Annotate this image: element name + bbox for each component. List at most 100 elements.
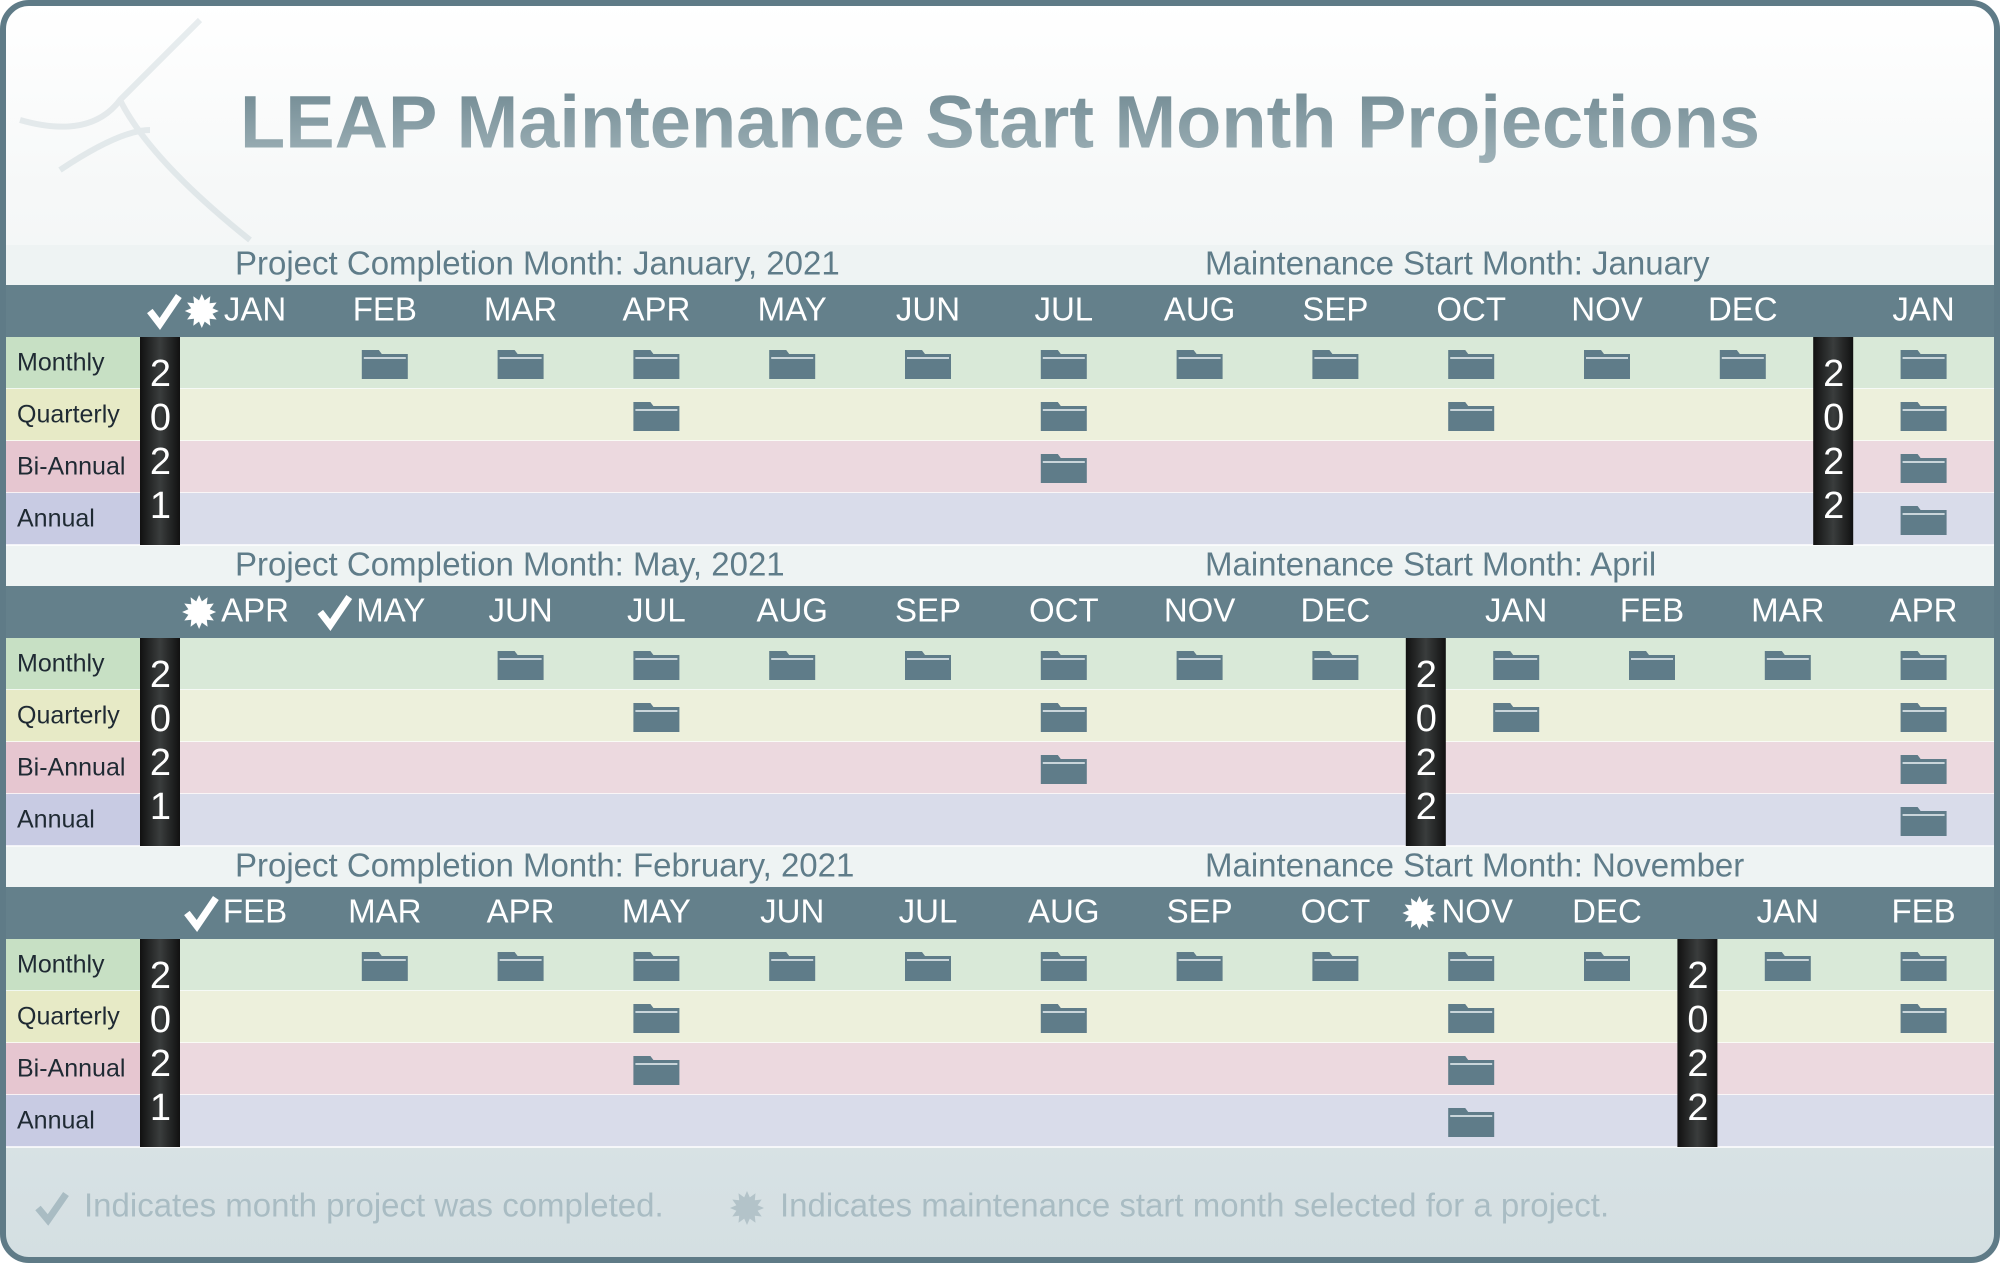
folder-icon: [1900, 807, 1947, 836]
folder-icon: [1040, 755, 1087, 784]
folder-icon: [497, 350, 544, 379]
folder-front: [1766, 658, 1809, 660]
folder-front: [1902, 762, 1945, 764]
month-label: DEC: [1708, 291, 1778, 328]
month-label: MAY: [622, 893, 691, 930]
row-label-cell: [6, 939, 140, 991]
month-label: JAN: [224, 291, 286, 328]
folder-front: [635, 959, 678, 961]
subheader-band: [6, 546, 1994, 586]
folder-icon: [1448, 1056, 1495, 1085]
row-band: [6, 638, 1994, 690]
folder-front: [1902, 710, 1945, 712]
folder-icon: [1629, 651, 1675, 680]
row-label: Annual: [17, 505, 95, 533]
maintenance-label: Maintenance Start Month: November: [1205, 847, 1744, 884]
folder-front: [1586, 357, 1628, 359]
check-icon: [184, 896, 219, 932]
month-label: FEB: [353, 291, 417, 328]
folder-icon: [1040, 402, 1087, 431]
folder-icon: [905, 651, 951, 680]
folder-icon: [633, 402, 680, 431]
folder-front: [907, 658, 949, 660]
folder-front: [907, 959, 949, 961]
folder-front: [1178, 357, 1221, 359]
folder-front: [1902, 814, 1945, 816]
year-label: 2022: [1405, 654, 1448, 830]
sun-icon: [730, 1191, 764, 1225]
folder-front: [1314, 357, 1357, 359]
folder-icon: [769, 952, 816, 981]
month-label: DEC: [1572, 893, 1642, 930]
month-header: [6, 887, 1994, 939]
month-label: NOV: [1571, 291, 1643, 328]
row-band: [6, 794, 1994, 846]
sun-icon: [1402, 896, 1437, 930]
folder-front: [1631, 658, 1673, 660]
month-header: [6, 285, 1994, 337]
sun-icon: [730, 1191, 764, 1225]
folder-front: [1902, 959, 1945, 961]
folder-icon: [1040, 952, 1087, 981]
month-label: JUL: [899, 893, 958, 930]
completion-label: Project Completion Month: February, 2021: [235, 847, 854, 884]
folder-front: [1450, 1063, 1493, 1065]
folder-icon: [1176, 350, 1223, 379]
folder-front: [1902, 658, 1945, 660]
maintenance-label: Maintenance Start Month: January: [1205, 245, 1710, 282]
maintenance-label: Maintenance Start Month: April: [1205, 546, 1656, 583]
folder-icon: [633, 1004, 680, 1033]
subheader-band: [6, 847, 1994, 887]
completion-label: Project Completion Month: January, 2021: [235, 245, 840, 282]
folder-front: [1450, 409, 1493, 411]
year-label: 2022: [1812, 353, 1855, 529]
folder-front: [771, 357, 814, 359]
folder-front: [1042, 710, 1085, 712]
folder-front: [1450, 1115, 1493, 1117]
folder-icon: [497, 952, 544, 981]
folder-front: [1766, 959, 1809, 961]
row-band: [6, 939, 1994, 991]
folder-front: [1902, 513, 1945, 515]
folder-icon: [905, 952, 951, 981]
check-icon: [147, 294, 182, 330]
folder-icon: [497, 651, 544, 680]
month-label: OCT: [1029, 592, 1099, 629]
folder-front: [1450, 959, 1493, 961]
year-label: 2022: [1676, 955, 1719, 1131]
folder-icon: [1312, 952, 1359, 981]
folder-icon: [1040, 350, 1087, 379]
month-label: JUL: [1034, 291, 1093, 328]
folder-front: [1042, 959, 1085, 961]
month-label: MAY: [758, 291, 827, 328]
folder-icon: [1900, 703, 1947, 732]
folder-icon: [1493, 651, 1540, 680]
month-label: JUN: [489, 592, 553, 629]
folder-icon: [1584, 952, 1630, 981]
folder-front: [499, 658, 542, 660]
row-band: [6, 742, 1994, 794]
folder-front: [1042, 461, 1085, 463]
folder-front: [1450, 1011, 1493, 1013]
month-label: FEB: [1892, 893, 1956, 930]
folder-icon: [1312, 651, 1359, 680]
row-label-cell: [6, 1095, 140, 1147]
folder-icon: [1040, 454, 1087, 483]
legend-text: Indicates maintenance start month select…: [780, 1187, 1609, 1224]
month-label: APR: [221, 592, 289, 629]
folder-front: [363, 357, 406, 359]
folder-front: [363, 959, 406, 961]
folder-front: [1495, 658, 1538, 660]
folder-icon: [769, 651, 816, 680]
folder-icon: [1040, 651, 1087, 680]
folder-icon: [1900, 1004, 1947, 1033]
month-label: SEP: [1167, 893, 1233, 930]
month-label: AUG: [1164, 291, 1236, 328]
legend: Indicates month project was completed. I…: [35, 1187, 1609, 1226]
check-icon: [35, 1192, 69, 1226]
row-band: [6, 493, 1994, 545]
folder-front: [1586, 959, 1628, 961]
sun-icon: [184, 294, 219, 328]
